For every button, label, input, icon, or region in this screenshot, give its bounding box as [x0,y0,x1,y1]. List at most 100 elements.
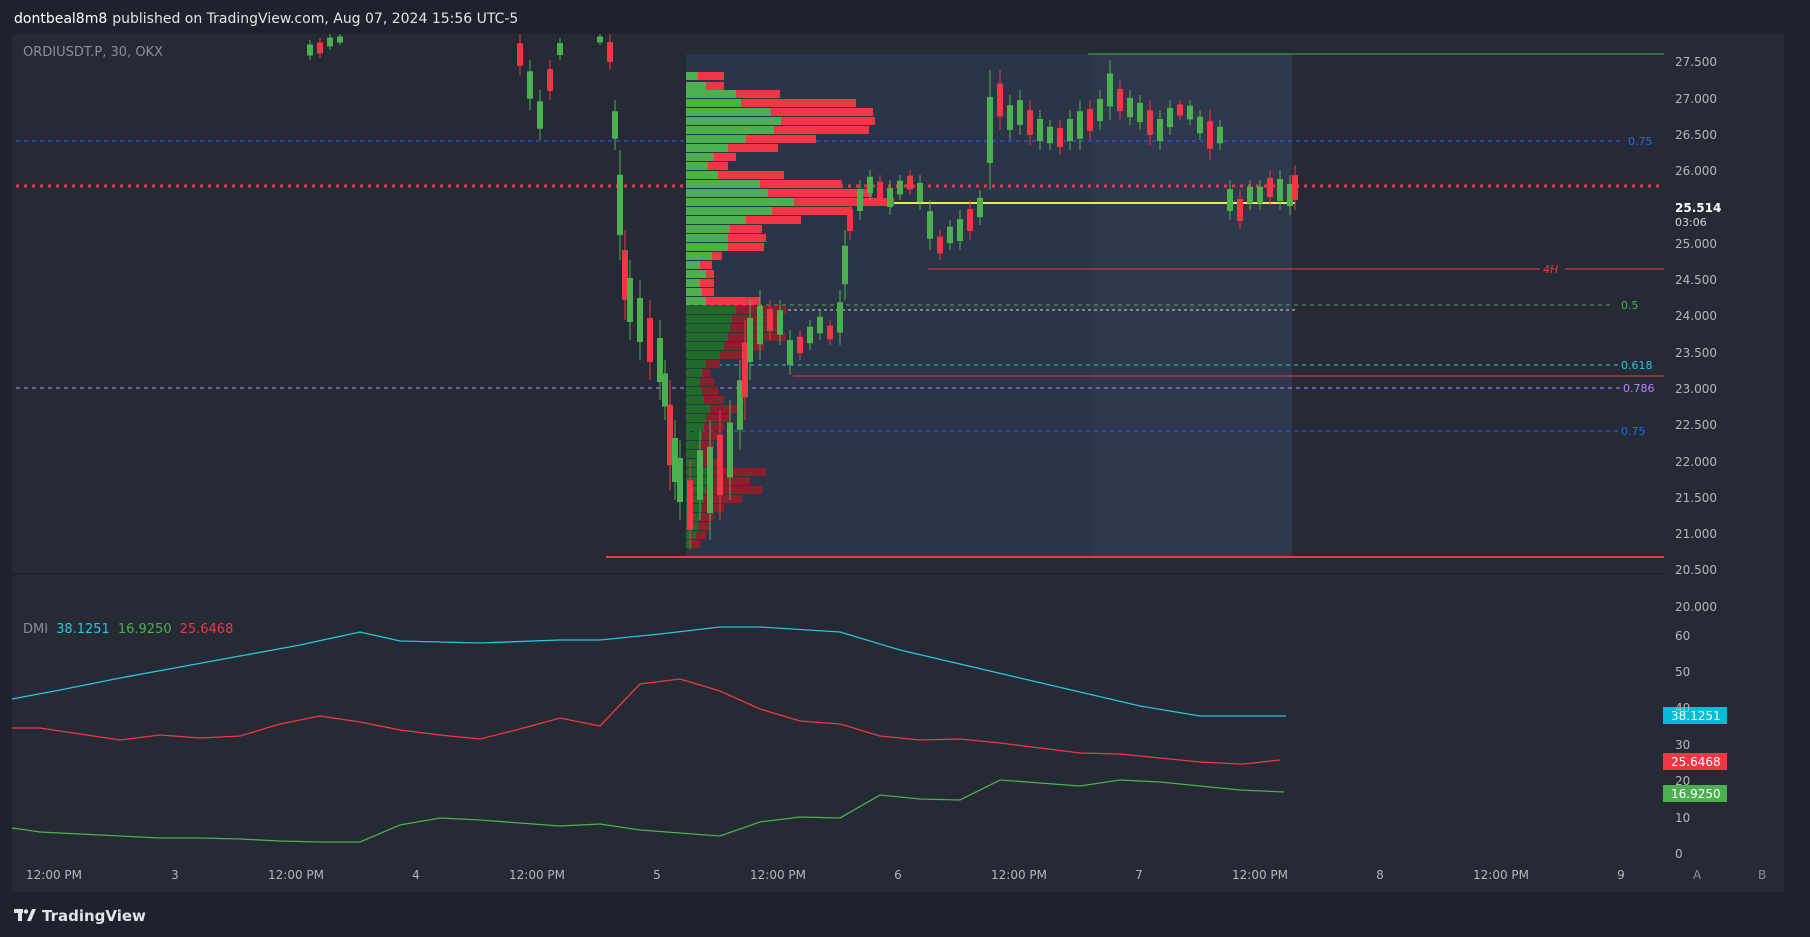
auto-scale-button[interactable]: A [1693,868,1702,882]
candle-body [937,236,943,254]
price-tick-label: 20.000 [1675,600,1717,614]
time-tick-label: 12:00 PM [1232,868,1288,882]
candle-body [1227,189,1233,211]
candle-body [742,342,748,398]
candle-body [697,450,703,500]
candle-body [897,180,903,195]
dmi-minus-line[interactable] [12,678,1281,765]
dmi-tick-label: 20 [1675,774,1690,788]
price-axis[interactable]: 27.500 27.000 26.500 26.000 25.000 24.500 24.0… [1675,55,1717,614]
candlestick-series[interactable] [307,34,1298,550]
candle-body [837,302,843,333]
candle-body [1097,99,1103,121]
candle-body [612,111,618,139]
candle-body [947,226,953,244]
price-tick-label: 24.000 [1675,309,1717,323]
candle-body [1237,199,1243,221]
candle-body [847,209,853,231]
dmi-legend[interactable]: DMI 38.1251 16.9250 25.6468 [23,622,233,637]
plus-di-value-tag [1663,785,1727,802]
time-tick-label: 8 [1376,868,1384,882]
candle-body [537,101,543,129]
candle-body [637,298,643,342]
time-tick-label: 4 [412,868,420,882]
brand-name: TradingView [42,906,146,925]
candle-body [707,447,713,513]
candle-body [767,309,773,331]
candle-body [1007,105,1013,130]
candle-body [677,458,683,502]
log-scale-button[interactable]: B [1758,868,1766,882]
candle-body [1217,126,1223,144]
dmi-plus-line[interactable] [11,779,1285,843]
price-tick-label: 23.000 [1675,382,1717,396]
time-tick-label: 12:00 PM [26,868,82,882]
candle-body [1077,111,1083,139]
tradingview-logo[interactable]: TradingView [14,907,146,925]
volume-profile [686,72,894,548]
price-tick-label: 21.500 [1675,491,1717,505]
candle-body [1117,89,1123,111]
footer: TradingView [0,894,1810,937]
price-tick-label: 23.500 [1675,346,1717,360]
fib-075-top-label: 0.75 [1628,135,1653,148]
candle-body [1292,175,1298,200]
candle-body [807,326,813,344]
candle-body [737,380,743,430]
candle-body [1127,97,1133,118]
candle-body [687,480,693,530]
candle-body [1067,119,1073,141]
plus-di-tag-text: 16.9250 [1671,787,1721,801]
minus-di-tag-text: 25.6468 [1671,755,1721,769]
candle-body [1247,186,1253,204]
candle-body [1187,105,1193,120]
candle-body [1177,104,1183,116]
candle-body [827,325,833,340]
price-tick-label: 26.500 [1675,128,1717,142]
price-tick-label: 22.000 [1675,455,1717,469]
price-tick-label: 20.500 [1675,563,1717,577]
symbol-legend[interactable]: ORDIUSDT.P, 30, OKX [23,45,163,60]
candle-body [787,340,793,365]
candle-body [327,37,333,47]
dmi-axis[interactable]: 60 50 40 30 20 10 0 [1675,629,1690,861]
publisher-name[interactable]: dontbeal8m8 [14,11,108,27]
candle-body [1287,184,1293,206]
candle-body [622,250,628,300]
publish-header: dontbeal8m8 published on TradingView.com… [0,0,1810,38]
dmi-tick-label: 50 [1675,665,1690,679]
candle-body [987,97,993,163]
candle-body [857,189,863,211]
candle-body [727,422,733,478]
candle-body [917,182,923,203]
candle-body [307,44,313,56]
time-tick-label: 9 [1617,868,1625,882]
candle-body [907,175,913,190]
dmi-tick-label: 10 [1675,811,1690,825]
candle-body [662,373,668,407]
dmi-tick-label: 60 [1675,629,1690,643]
time-tick-label: 12:00 PM [509,868,565,882]
candle-body [317,42,323,54]
candle-body [957,219,963,241]
price-tick-label: 25.000 [1675,237,1717,251]
candle-body [757,305,763,345]
dmi-tick-label: 30 [1675,738,1690,752]
time-tick-label: 5 [653,868,661,882]
fib-0786-label: 0.786 [1623,382,1655,395]
candle-body [842,245,848,285]
dmi-adx-line[interactable] [11,626,1286,717]
timeframe-label-4h: 4H [1543,263,1558,276]
fib-075-bottom-label: 0.75 [1621,425,1646,438]
price-tick-label: 26.000 [1675,164,1717,178]
time-tick-label: 12:00 PM [268,868,324,882]
candle-body [1207,121,1213,149]
candle-body [1197,116,1203,134]
dmi-minus-value: 25.6468 [179,622,234,637]
fib-0618-label: 0.618 [1621,359,1653,372]
candle-body [1257,186,1263,204]
time-axis[interactable]: 12:00 PM 3 12:00 PM 4 12:00 PM 5 12:00 PM 6 12:0… [26,868,1625,882]
price-tick-label: 24.500 [1675,273,1717,287]
candle-body [657,338,663,382]
